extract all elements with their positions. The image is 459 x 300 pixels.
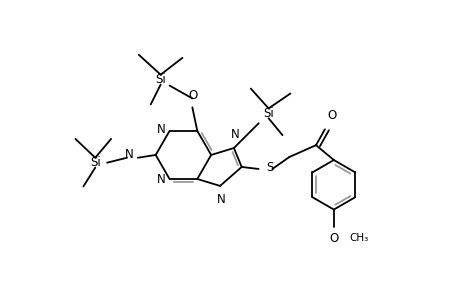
Text: Si: Si <box>263 107 274 120</box>
Text: Si: Si <box>155 73 166 86</box>
Text: N: N <box>157 123 165 136</box>
Text: N: N <box>230 128 239 141</box>
Text: O: O <box>188 89 197 102</box>
Text: N: N <box>216 193 225 206</box>
Text: O: O <box>329 232 338 245</box>
Text: S: S <box>266 161 273 175</box>
Text: N: N <box>125 148 134 161</box>
Text: CH₃: CH₃ <box>349 233 368 243</box>
Text: N: N <box>157 173 165 187</box>
Text: O: O <box>326 110 336 122</box>
Text: Si: Si <box>90 156 101 169</box>
